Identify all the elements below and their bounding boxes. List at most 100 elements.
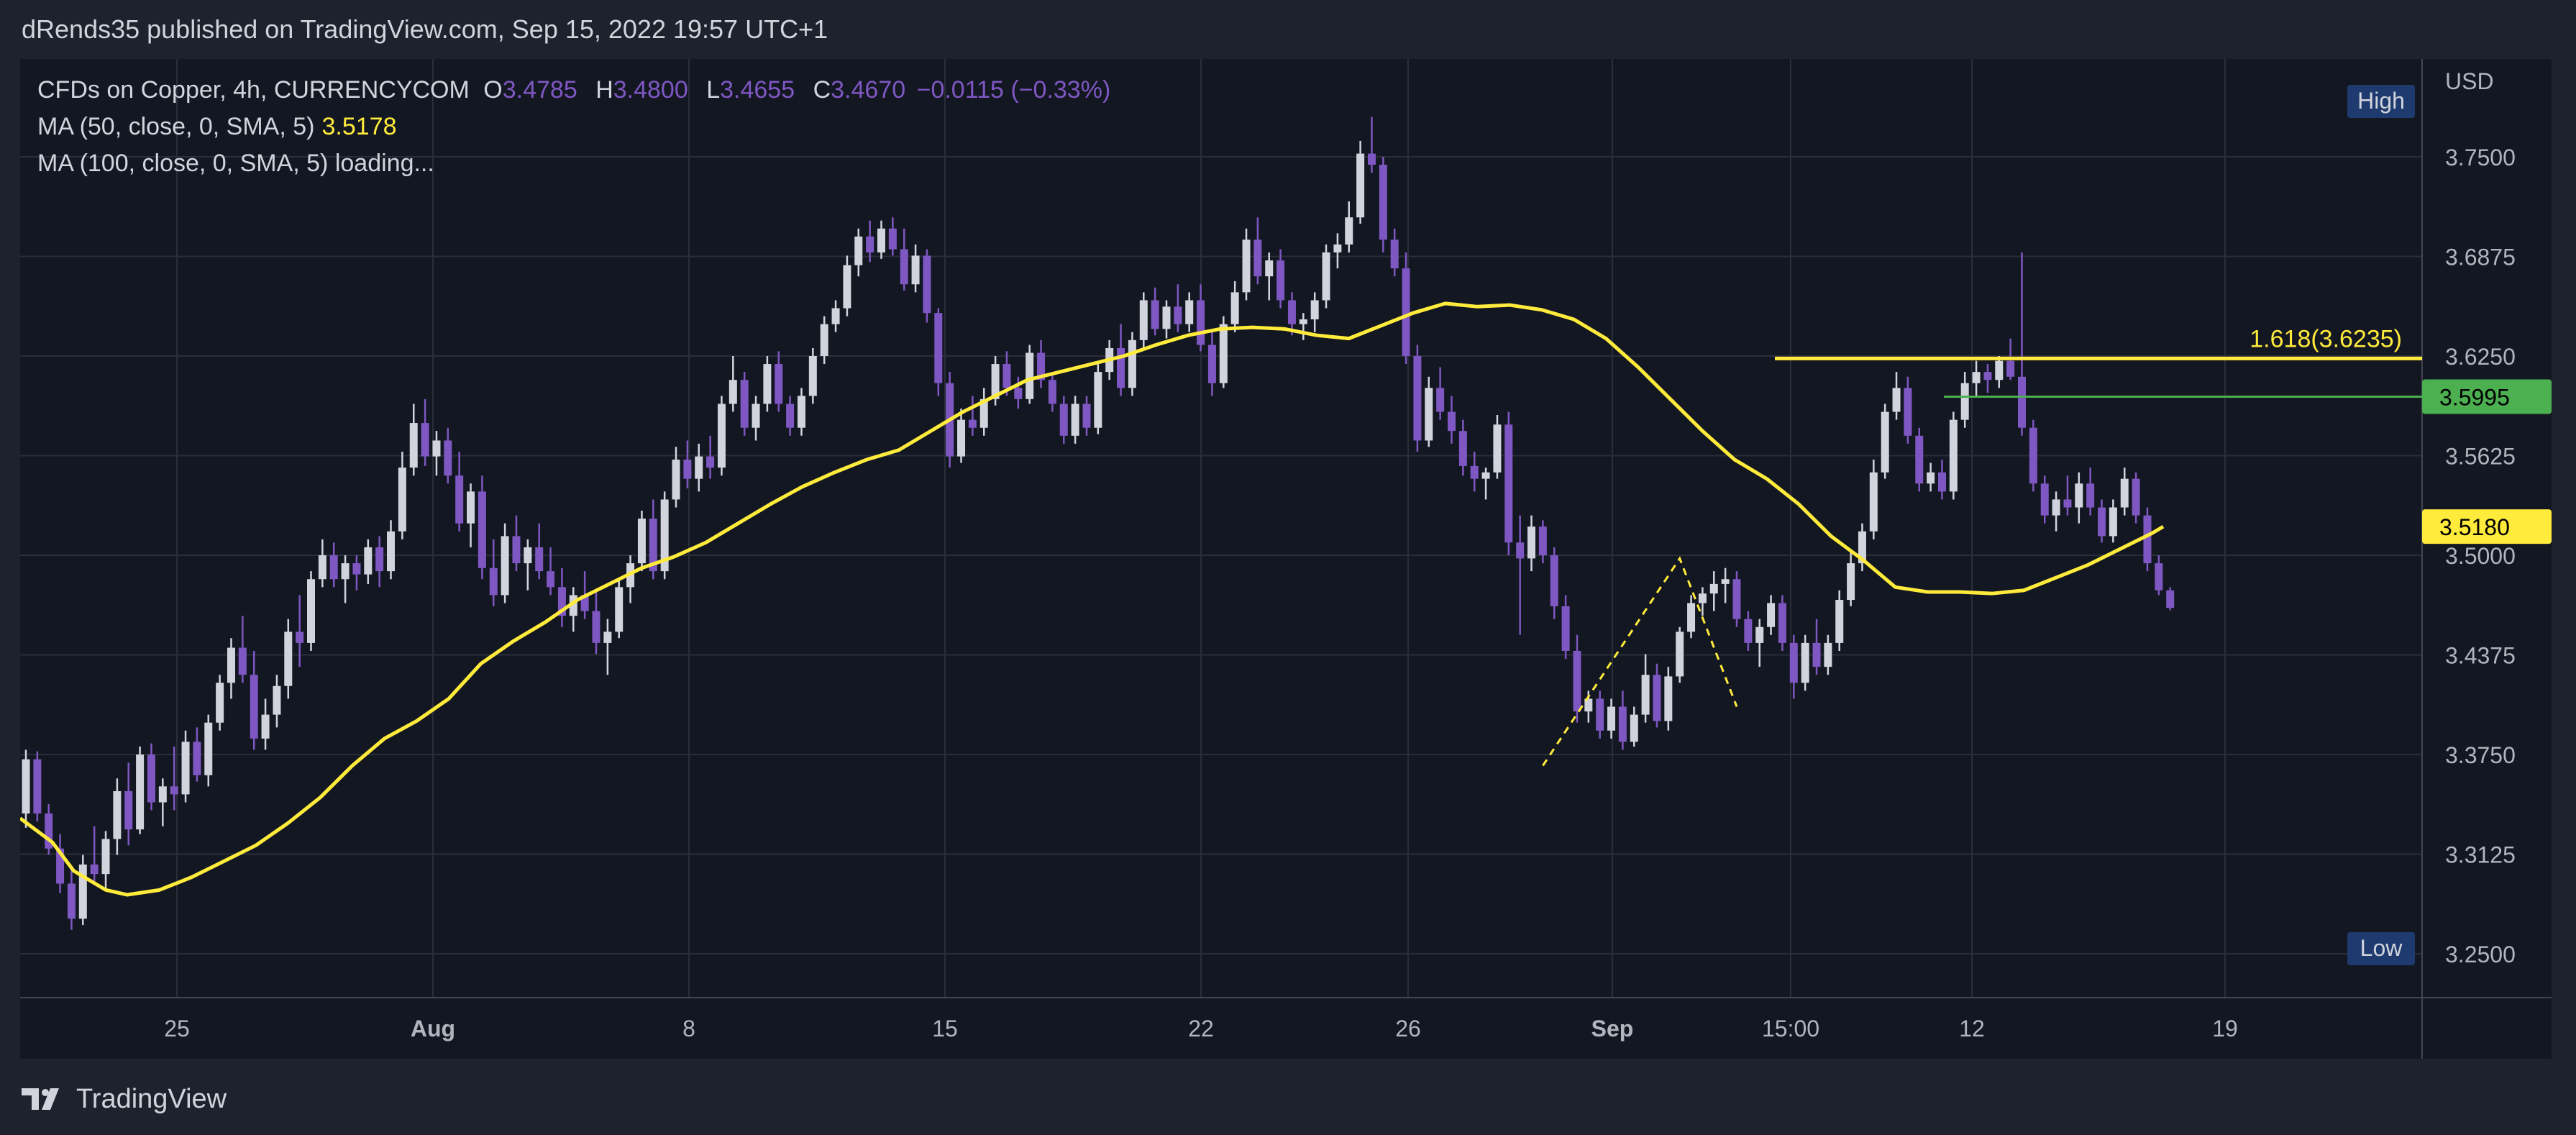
candle-body [45, 813, 53, 849]
candle-body [33, 759, 42, 813]
candle-body [2132, 478, 2140, 516]
candle-body [706, 456, 715, 468]
candle [352, 555, 361, 591]
candle [672, 447, 680, 508]
candle-body [672, 460, 680, 500]
candle [421, 398, 429, 466]
candle-body [1801, 642, 1809, 683]
candle-body [957, 419, 966, 457]
candle [204, 714, 213, 787]
candle [1561, 595, 1570, 660]
candle [2075, 472, 2083, 524]
candle [911, 244, 920, 293]
candle [147, 743, 155, 811]
candle [1059, 396, 1068, 444]
candle [1927, 462, 1935, 492]
candle-body [1287, 300, 1296, 324]
candle-body [1276, 260, 1285, 301]
candle [455, 451, 464, 532]
candle-body [1869, 472, 1878, 532]
candle-body [831, 308, 840, 324]
candle [364, 539, 373, 584]
candle-body [1789, 642, 1798, 683]
price-chart[interactable]: 3.7500 3.6875 3.6250 3.5625 3.5000 3.4375 3.37… [20, 59, 2552, 1059]
candle [1698, 587, 1707, 616]
publish-info-bar: dRends35 published on TradingView.com, S… [0, 0, 2576, 59]
candle-body [557, 587, 566, 616]
candle-body [250, 675, 258, 739]
candle [1664, 667, 1673, 731]
candle-body [1927, 472, 1935, 484]
candle-body [1527, 527, 1536, 559]
candle [1436, 367, 1445, 420]
candle [1527, 515, 1536, 572]
candle [831, 300, 840, 332]
candle-body [1755, 626, 1764, 643]
candle-body [752, 404, 760, 428]
price-tick-label: 3.2500 [2445, 942, 2516, 967]
candle [432, 431, 441, 476]
price-label-bg [2422, 509, 2552, 544]
candle [1037, 339, 1046, 388]
candle-body [1139, 300, 1148, 340]
candle-body [1915, 435, 1924, 484]
candle-body [512, 536, 521, 564]
candle-body [261, 714, 270, 739]
candle-body [968, 419, 977, 428]
candle-body [124, 790, 133, 830]
symbol-name: CFDs on Copper, 4h, CURRENCYCOM [37, 76, 470, 104]
candle [1550, 547, 1558, 619]
candle-body [2018, 376, 2026, 428]
candle [2155, 555, 2163, 596]
candle-body [695, 456, 703, 479]
candle [1538, 520, 1547, 564]
candle-body [318, 555, 326, 580]
candle [2132, 472, 2140, 524]
candle-body [56, 848, 65, 884]
candle-body [2075, 483, 2083, 508]
time-tick-label: 19 [2212, 1016, 2238, 1041]
candle-body [979, 398, 988, 428]
candle [113, 778, 122, 855]
candle [387, 520, 396, 580]
candle [923, 249, 931, 323]
candle-body [1493, 424, 1502, 473]
candle-body [1481, 472, 1490, 479]
chart-area[interactable]: 3.7500 3.6875 3.6250 3.5625 3.5000 3.4375 3.37… [20, 59, 2552, 1059]
candle [136, 746, 145, 834]
candle [877, 220, 885, 259]
candle-body [1995, 360, 2004, 380]
candle-body [1732, 579, 1741, 619]
candle-body [717, 404, 726, 468]
candle-body [1265, 260, 1274, 277]
ma100-legend-line[interactable]: MA (100, close, 0, SMA, 5) loading... [37, 145, 1115, 182]
candle [797, 388, 805, 436]
candle [1847, 552, 1855, 606]
candle [968, 396, 977, 436]
price-tick-label: 3.3125 [2445, 842, 2516, 868]
candle [2029, 419, 2037, 492]
candle [683, 440, 692, 488]
candle-body [1709, 583, 1718, 594]
candle [1197, 284, 1205, 352]
candle-body [1413, 356, 1422, 441]
candle-body [1641, 675, 1650, 715]
symbol-legend-line[interactable]: CFDs on Copper, 4h, CURRENCYCOM O3.4785 … [37, 72, 1115, 109]
candle-body [136, 755, 145, 830]
candle-body [1425, 388, 1433, 441]
candle [409, 404, 418, 476]
ma50-legend-line[interactable]: MA (50, close, 0, SMA, 5) 3.5178 [37, 109, 1115, 145]
candle [1242, 228, 1251, 301]
candle [1892, 372, 1901, 420]
candle [1721, 568, 1730, 603]
candle [375, 536, 384, 588]
candle [1356, 140, 1365, 224]
tradingview-brand: TradingView [76, 1083, 227, 1114]
candle [78, 854, 87, 926]
candle [512, 515, 521, 572]
candle-body [1390, 240, 1399, 269]
candle [273, 675, 281, 728]
candle [158, 778, 167, 826]
candle [1094, 364, 1102, 434]
candle [660, 491, 669, 580]
